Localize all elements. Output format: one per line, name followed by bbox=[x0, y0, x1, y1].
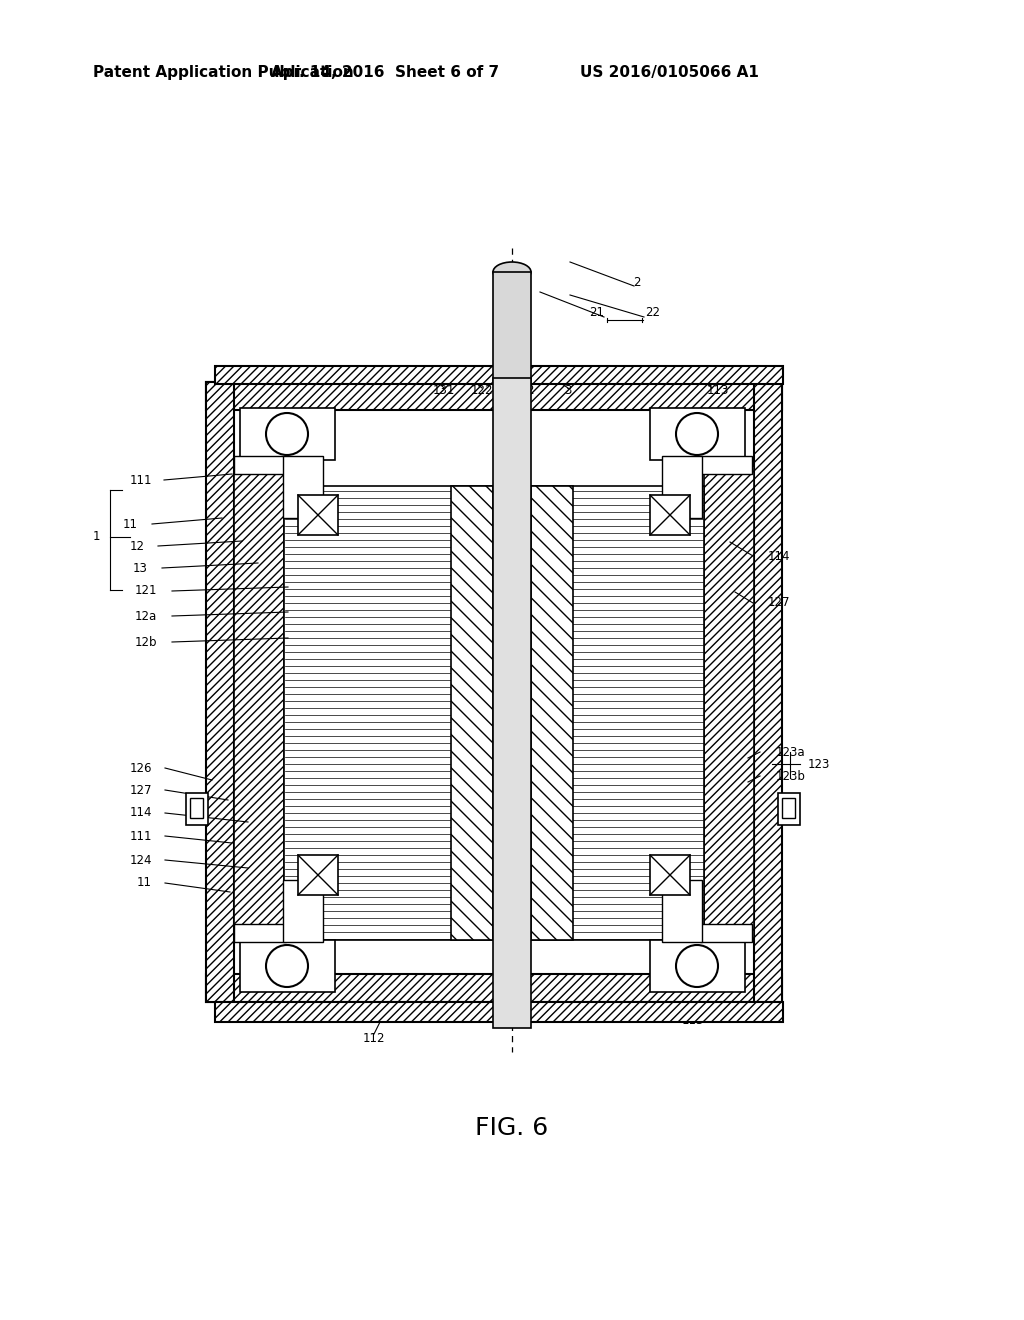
Bar bbox=[298, 495, 338, 535]
Bar bbox=[298, 855, 338, 895]
Text: 12b: 12b bbox=[134, 635, 157, 648]
Bar bbox=[234, 924, 286, 942]
Bar bbox=[283, 880, 323, 942]
Bar bbox=[186, 793, 208, 825]
Text: 3: 3 bbox=[375, 1007, 382, 1020]
Bar bbox=[700, 455, 752, 474]
Text: 127: 127 bbox=[768, 597, 791, 610]
Text: 123: 123 bbox=[808, 758, 830, 771]
Ellipse shape bbox=[493, 261, 531, 282]
Text: Apr. 14, 2016  Sheet 6 of 7: Apr. 14, 2016 Sheet 6 of 7 bbox=[271, 65, 499, 79]
Text: 2: 2 bbox=[633, 276, 641, 289]
Text: 1: 1 bbox=[92, 531, 99, 544]
Bar bbox=[240, 940, 335, 993]
Text: 114: 114 bbox=[129, 807, 152, 820]
Text: 111: 111 bbox=[129, 474, 152, 487]
Text: 111: 111 bbox=[129, 829, 152, 842]
Circle shape bbox=[676, 945, 718, 987]
Bar bbox=[234, 455, 286, 474]
Bar bbox=[778, 793, 800, 825]
Bar bbox=[234, 466, 284, 940]
Text: 21: 21 bbox=[589, 306, 604, 319]
Bar bbox=[650, 408, 745, 459]
Bar bbox=[705, 466, 754, 940]
Bar bbox=[650, 495, 690, 535]
Bar bbox=[782, 799, 795, 818]
Bar bbox=[754, 381, 782, 1002]
Text: 112: 112 bbox=[513, 384, 536, 397]
Text: 11: 11 bbox=[123, 517, 138, 531]
Text: 123a: 123a bbox=[776, 746, 806, 759]
Bar bbox=[650, 940, 745, 993]
Text: 114: 114 bbox=[768, 549, 791, 562]
Text: 113: 113 bbox=[682, 1014, 705, 1027]
Circle shape bbox=[266, 945, 308, 987]
Bar bbox=[531, 486, 705, 940]
Bar bbox=[240, 408, 335, 459]
Bar bbox=[531, 486, 573, 940]
Bar bbox=[206, 381, 782, 411]
Bar bbox=[650, 855, 690, 895]
Text: 122: 122 bbox=[471, 384, 494, 397]
Text: 127: 127 bbox=[129, 784, 152, 796]
Text: FIG. 6: FIG. 6 bbox=[475, 1115, 549, 1140]
Bar bbox=[493, 272, 531, 381]
Bar bbox=[215, 1002, 783, 1022]
Text: 112: 112 bbox=[362, 1031, 385, 1044]
Text: 13: 13 bbox=[133, 561, 148, 574]
Text: 131: 131 bbox=[433, 384, 456, 397]
Bar bbox=[283, 455, 323, 517]
Circle shape bbox=[676, 413, 718, 455]
Bar bbox=[284, 486, 493, 940]
Text: 22: 22 bbox=[645, 306, 660, 319]
Text: 126: 126 bbox=[129, 762, 152, 775]
Text: 12a: 12a bbox=[135, 610, 157, 623]
Text: Patent Application Publication: Patent Application Publication bbox=[93, 65, 353, 79]
Bar bbox=[206, 381, 234, 1002]
Bar bbox=[215, 366, 783, 384]
Bar bbox=[662, 455, 702, 517]
Text: 124: 124 bbox=[129, 854, 152, 866]
Text: 123b: 123b bbox=[776, 770, 806, 783]
Text: 113: 113 bbox=[707, 384, 729, 397]
Text: 12: 12 bbox=[130, 540, 145, 553]
Text: 11: 11 bbox=[137, 876, 152, 890]
Circle shape bbox=[266, 413, 308, 455]
Text: 121: 121 bbox=[134, 585, 157, 598]
Bar bbox=[190, 799, 203, 818]
Bar bbox=[662, 880, 702, 942]
Bar bbox=[493, 378, 531, 1028]
Bar bbox=[451, 486, 493, 940]
Text: 3: 3 bbox=[564, 384, 571, 397]
Text: US 2016/0105066 A1: US 2016/0105066 A1 bbox=[580, 65, 759, 79]
Bar bbox=[700, 924, 752, 942]
Bar bbox=[206, 974, 782, 1002]
